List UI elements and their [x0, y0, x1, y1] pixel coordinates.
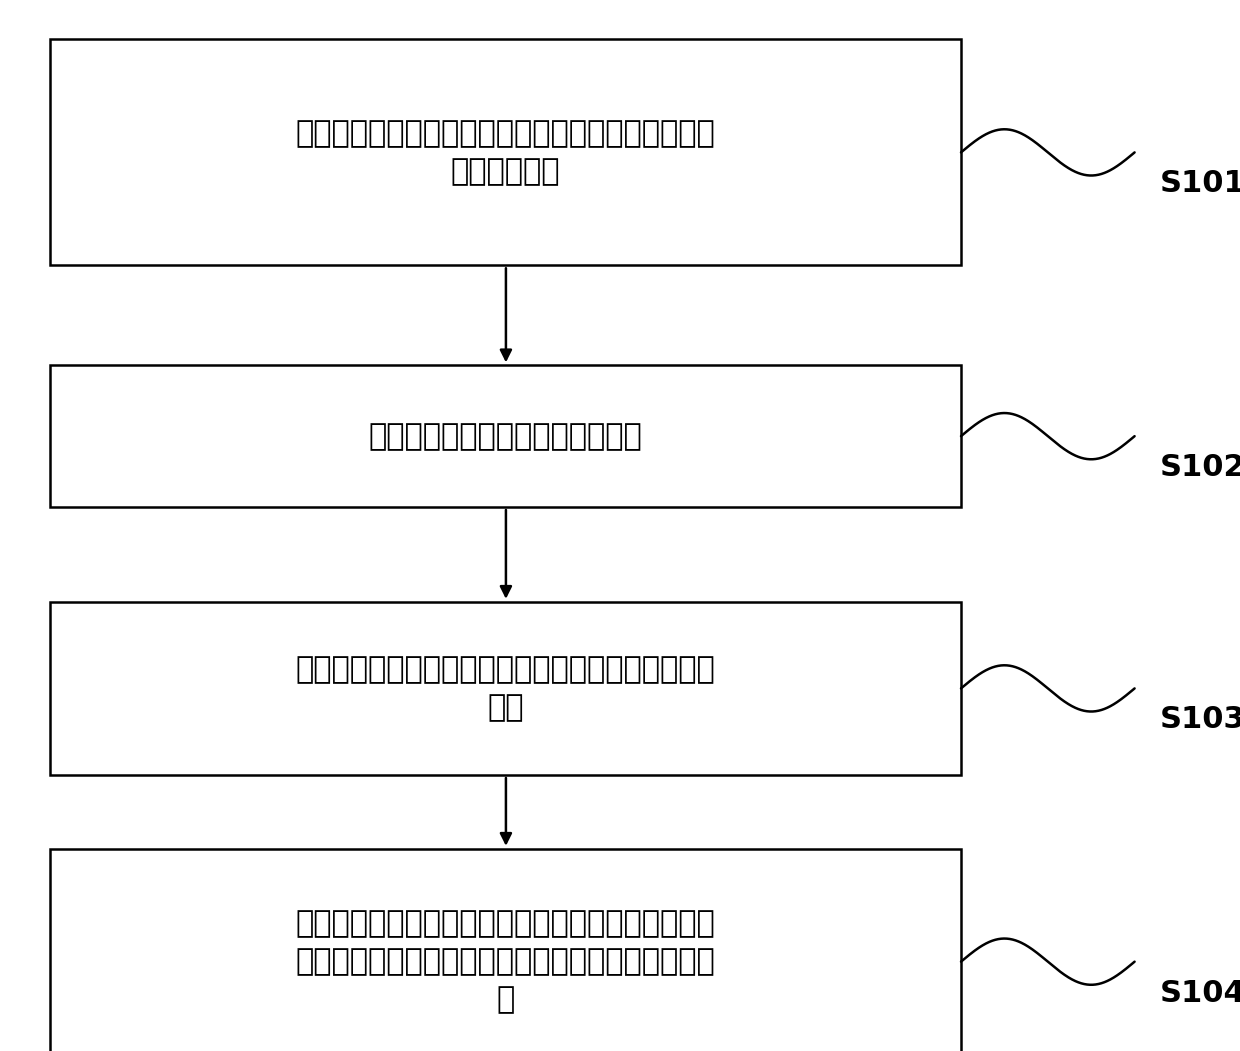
FancyBboxPatch shape: [50, 366, 961, 508]
FancyBboxPatch shape: [50, 601, 961, 776]
Text: 获取所述用户终端的第一位置信息: 获取所述用户终端的第一位置信息: [368, 421, 642, 451]
Text: S102: S102: [1159, 453, 1240, 482]
Text: 将所述可更换电池的第二位置信息发送至所述用户终
端，以使用户到所述第二位置信息对应的位置更换电
池: 将所述可更换电池的第二位置信息发送至所述用户终 端，以使用户到所述第二位置信息对…: [295, 909, 715, 1014]
Text: S101: S101: [1159, 169, 1240, 199]
Text: S104: S104: [1159, 978, 1240, 1008]
FancyBboxPatch shape: [50, 849, 961, 1051]
Text: 根据所述第一位置信息查找预设区域范围内的可更换
电池: 根据所述第一位置信息查找预设区域范围内的可更换 电池: [295, 655, 715, 722]
Text: 接收用户终端发送的搜索指令，所述搜索指令用于搜
索可更换电池: 接收用户终端发送的搜索指令，所述搜索指令用于搜 索可更换电池: [295, 119, 715, 186]
FancyBboxPatch shape: [50, 40, 961, 266]
Text: S103: S103: [1159, 705, 1240, 735]
